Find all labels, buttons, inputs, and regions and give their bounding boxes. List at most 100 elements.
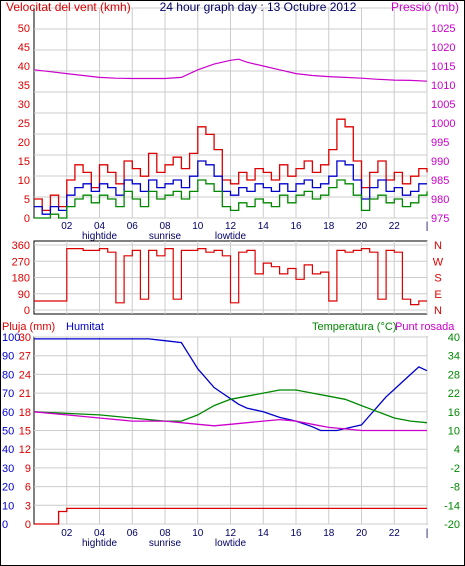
p1-left-tick-6: 30 — [18, 99, 30, 111]
p1-xtick-4: 10 — [192, 221, 204, 232]
p3-humidity-tick-10: 100 — [2, 332, 20, 344]
p3-xtick-9: 20 — [356, 528, 368, 539]
p2-series-0 — [34, 248, 427, 306]
p3-temp-tick-2: -8 — [450, 482, 460, 494]
p3-annotation-1: sunrise — [149, 538, 182, 549]
temperature-humidity-panel: Pluja (mm) Humitat Temperatura (°C)Punt ro… — [2, 321, 460, 549]
p3-xtick-2: 06 — [127, 528, 139, 539]
p3-temp-tick-3: -2 — [450, 463, 460, 475]
p1-right-tick-8: 1015 — [431, 61, 455, 73]
p1-right-tick-4: 995 — [431, 137, 449, 149]
p1-xtick-3: 08 — [159, 221, 171, 232]
p3-temp-label: Temperatura (°C) — [312, 321, 396, 333]
p3-humidity-tick-1: 10 — [2, 500, 14, 512]
p1-left-tick-0: 0 — [24, 213, 30, 225]
p1-left-tick-5: 25 — [18, 118, 30, 130]
p3-humidity-tick-8: 80 — [2, 369, 14, 381]
p3-annotation-2: lowtide — [215, 538, 247, 549]
p2-compass-0: N — [434, 240, 442, 252]
p3-series-2 — [33, 389, 428, 424]
p1-left-axis-label: Velocitat del vent (kmh) — [6, 0, 131, 14]
p1-xtick-11: | — [426, 221, 429, 232]
p1-right-tick-6: 1005 — [431, 99, 455, 111]
p3-temp-tick-7: 22 — [448, 388, 460, 400]
p3-temp-tick-4: 4 — [454, 444, 460, 456]
p2-left-tick-4: 360 — [12, 240, 30, 252]
p3-temp-tick-9: 34 — [448, 351, 460, 363]
p3-temp-tick-6: 16 — [448, 407, 460, 419]
p1-left-tick-2: 10 — [18, 175, 30, 187]
p1-right-tick-7: 1010 — [431, 80, 455, 92]
p1-xtick-5: 12 — [225, 221, 237, 232]
p1-xtick-2: 06 — [127, 221, 139, 232]
p3-rain-tick-4: 12 — [19, 444, 31, 456]
p3-rain-tick-3: 9 — [25, 463, 31, 475]
p3-rain-tick-6: 18 — [19, 407, 31, 419]
p1-left-tick-4: 20 — [18, 137, 30, 149]
p3-xtick-8: 18 — [323, 528, 335, 539]
p2-left-tick-0: 0 — [24, 305, 30, 317]
p1-left-tick-8: 40 — [18, 61, 30, 73]
p1-annotation-2: lowtide — [215, 231, 247, 242]
p1-left-tick-3: 15 — [18, 156, 30, 168]
wind-pressure-panel: Velocitat del vent (kmh) 24 hour graph da… — [6, 0, 459, 242]
p2-left-tick-2: 180 — [12, 273, 30, 285]
p1-right-tick-5: 1000 — [431, 118, 455, 130]
p3-xtick-4: 10 — [192, 528, 204, 539]
p3-rain-label: Pluja (mm) — [2, 321, 55, 333]
p2-compass-3: E — [434, 289, 441, 301]
p3-temp-tick-10: 40 — [448, 332, 460, 344]
p1-series-2 — [34, 160, 427, 215]
p1-xtick-7: 16 — [290, 221, 302, 232]
p1-xtick-1: 04 — [94, 221, 106, 232]
p1-xtick-9: 20 — [356, 221, 368, 232]
p1-right-tick-2: 985 — [431, 175, 449, 187]
p2-compass-4: N — [434, 305, 442, 317]
p3-humidity-tick-0: 0 — [2, 519, 8, 531]
p1-right-tick-0: 975 — [431, 213, 449, 225]
p1-xtick-10: 22 — [389, 221, 401, 232]
p2-compass-2: S — [434, 273, 441, 285]
p3-temp-tick-5: 10 — [448, 426, 460, 438]
p3-xtick-11: | — [426, 528, 429, 539]
p1-left-tick-7: 35 — [18, 80, 30, 92]
p3-xtick-6: 14 — [258, 528, 270, 539]
p1-right-tick-9: 1020 — [431, 42, 455, 54]
p3-temp-tick-8: 28 — [448, 369, 460, 381]
p3-xtick-7: 16 — [290, 528, 302, 539]
p2-compass-1: W — [433, 256, 444, 268]
p3-series-3 — [33, 411, 427, 432]
p3-rain-tick-10: 30 — [19, 332, 31, 344]
p3-series-0 — [34, 507, 427, 525]
p3-rain-tick-2: 6 — [25, 482, 31, 494]
p1-xtick-0: 02 — [61, 221, 73, 232]
p1-right-tick-3: 990 — [431, 156, 449, 168]
p1-xtick-6: 14 — [258, 221, 270, 232]
p2-left-tick-3: 270 — [12, 256, 30, 268]
p3-xtick-0: 02 — [61, 528, 73, 539]
p3-annotation-0: hightide — [82, 538, 117, 549]
p3-humidity-tick-5: 50 — [2, 426, 14, 438]
p3-xtick-1: 04 — [94, 528, 106, 539]
p3-humidity-tick-2: 20 — [2, 482, 14, 494]
p3-rain-tick-1: 3 — [25, 500, 31, 512]
p3-rain-tick-8: 24 — [19, 369, 31, 381]
p1-right-tick-10: 1025 — [431, 23, 455, 35]
p3-rain-tick-7: 21 — [19, 388, 31, 400]
p3-rain-tick-5: 15 — [19, 426, 31, 438]
p1-xtick-8: 18 — [323, 221, 335, 232]
p2-left-tick-1: 90 — [18, 289, 30, 301]
p3-humidity-tick-9: 90 — [2, 351, 14, 363]
p3-temp-tick-1: -14 — [444, 500, 460, 512]
p1-left-tick-9: 45 — [18, 42, 30, 54]
p1-annotation-1: sunrise — [149, 231, 182, 242]
p1-series-3 — [34, 179, 428, 219]
p3-xtick-10: 22 — [389, 528, 401, 539]
p3-humidity-label: Humitat — [66, 321, 104, 333]
p3-rain-tick-0: 0 — [25, 519, 31, 531]
p1-series-0 — [33, 58, 428, 82]
p3-rain-tick-9: 27 — [19, 351, 31, 363]
p3-humidity-tick-4: 40 — [2, 444, 14, 456]
p1-right-tick-1: 980 — [431, 194, 449, 206]
